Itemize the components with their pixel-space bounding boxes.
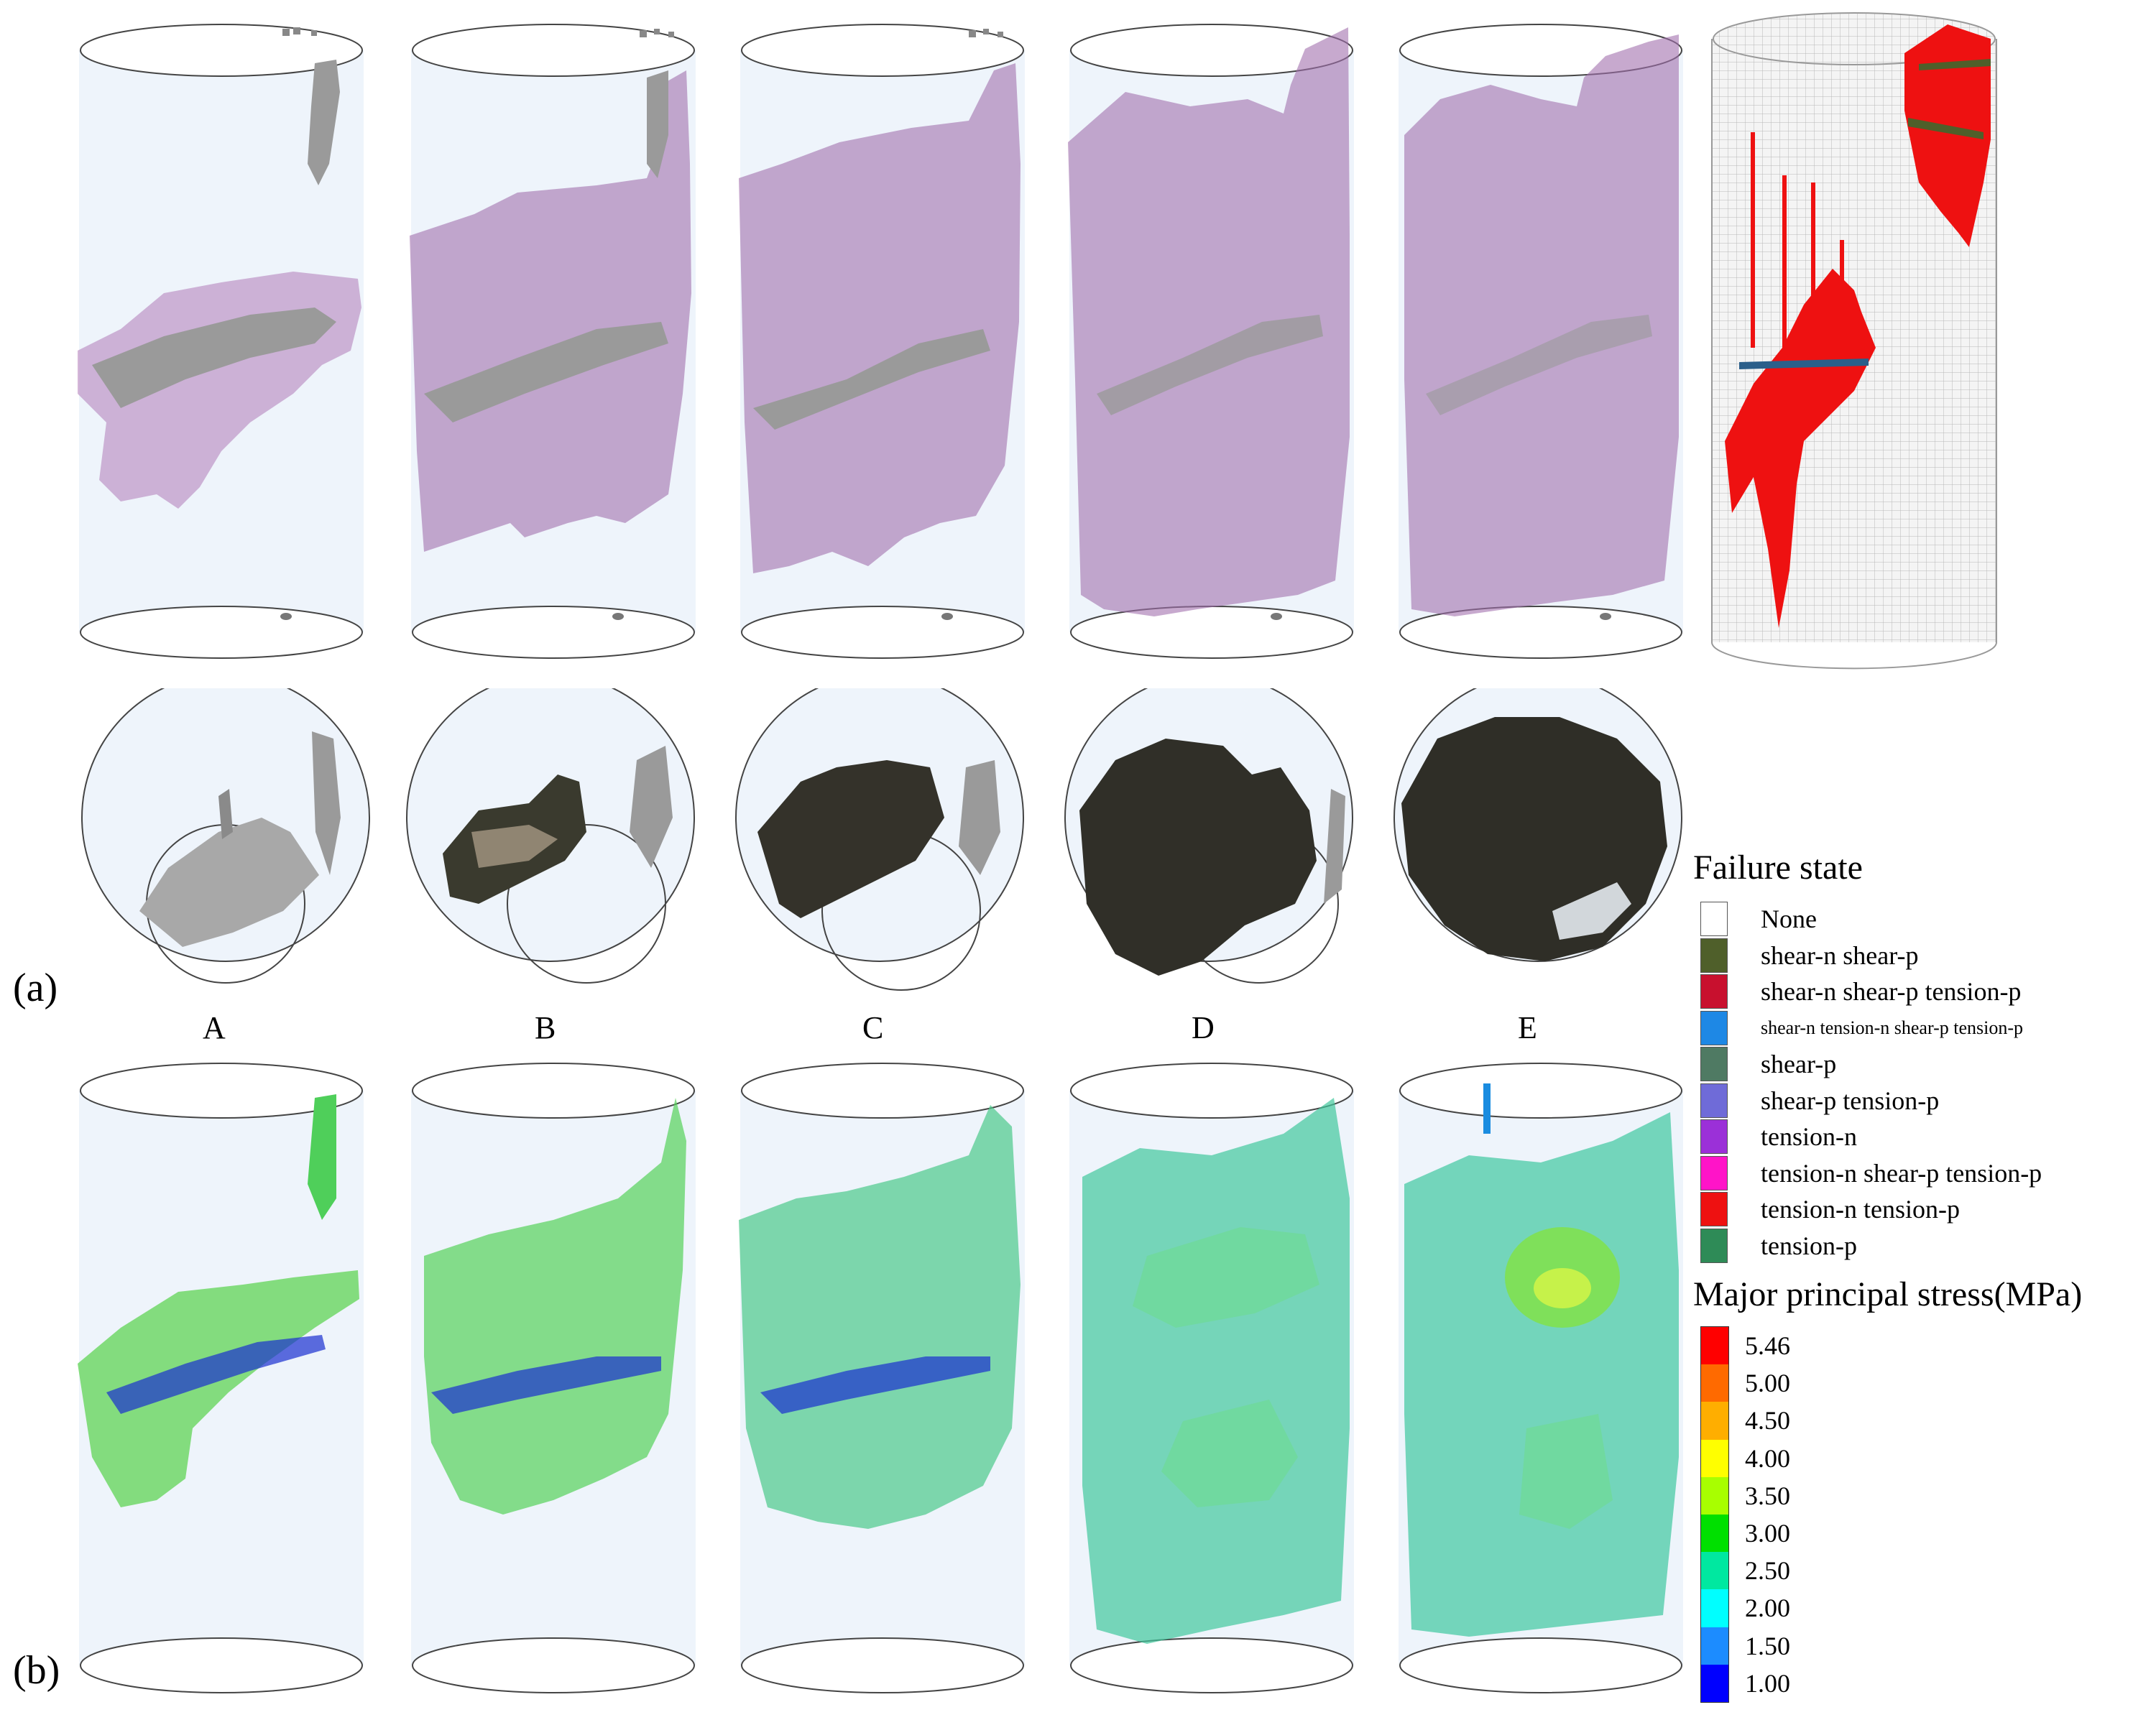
failure-legend-label: tension-n tension-p [1761,1195,1960,1224]
colorbar-segment [1701,1439,1728,1477]
failure-legend-label: shear-p [1761,1050,1837,1078]
stress-tick-label: 1.00 [1745,1668,1790,1698]
legend-swatch [1700,1083,1728,1118]
colorbar-segment [1701,1627,1728,1665]
failure-legend-item: tension-n tension-p [1700,1191,1960,1227]
failure-legend-label: shear-p tension-p [1761,1086,1940,1115]
column-label-b: B [535,1010,557,1045]
failure-legend-item: None [1700,901,1817,937]
failure-legend-title: Failure state [1693,849,1863,887]
column-label-c: C [862,1010,885,1045]
stress-cylinder-c [739,1063,1025,1693]
stress-colorbar [1700,1326,1729,1703]
stress-cylinder-e [1399,1063,1683,1693]
failure-legend-item: tension-n [1700,1119,1857,1155]
column-label-d: D [1192,1010,1215,1045]
failure-cylinder-b [410,24,696,659]
legend-swatch [1700,1228,1728,1263]
colorbar-segment [1701,1402,1728,1440]
failure-legend-item: tension-n shear-p tension-p [1700,1155,2042,1191]
failure-cylinder-c [739,24,1025,659]
stress-legend: Major principal stress(MPa) 5.46 5.00 4.50… [1693,1275,2153,1713]
stress-cylinder-b [411,1063,696,1693]
column-label-e: E [1518,1010,1538,1045]
topview-c [735,688,1024,991]
stress-tick-label: 4.50 [1745,1406,1790,1435]
colorbar-segment [1701,1552,1728,1590]
failure-cylinder-d [1068,24,1354,659]
legend-swatch [1700,938,1728,973]
failure-legend-item: shear-p tension-p [1700,1083,1939,1119]
failure-legend-label: None [1761,905,1817,933]
stress-tick-label: 3.50 [1745,1481,1790,1510]
failure-legend-item: shear-n shear-p [1700,938,1918,974]
panel-label-a: (a) [13,966,58,1010]
failure-cylinder-a [78,24,364,659]
failure-cylinder-e [1399,24,1683,659]
topview-b [406,688,695,984]
failure-legend-label: shear-n shear-p tension-p [1761,977,2022,1006]
colorbar-segment [1701,1589,1728,1627]
legend-swatch [1700,1119,1728,1154]
colorbar-segment [1701,1327,1728,1365]
colorbar-segment [1701,1364,1728,1402]
reference-grid-cylinder [1711,12,1997,670]
column-label-a: A [203,1010,226,1045]
failure-legend-item: tension-p [1700,1228,1857,1264]
failure-legend-label: tension-n shear-p tension-p [1761,1158,2042,1188]
failure-legend-label: shear-n tension-n shear-p tension-p [1761,1017,2024,1038]
legend-swatch [1700,974,1728,1009]
failure-legend-label: tension-p [1761,1231,1857,1260]
panel-label-b: (b) [13,1648,60,1693]
failure-legend-label: shear-n shear-p [1761,940,1919,970]
legend-swatch [1700,1155,1728,1190]
legend-swatch [1700,902,1728,936]
failure-legend-item: shear-p [1700,1046,1836,1082]
stress-tick-label: 4.00 [1745,1443,1790,1473]
stress-legend-title: Major principal stress(MPa) [1693,1275,2083,1313]
stress-cylinder-d [1069,1063,1354,1693]
colorbar-segment [1701,1476,1728,1515]
stress-tick-label: 2.50 [1745,1556,1790,1586]
stress-tick-label: 3.00 [1745,1519,1790,1548]
failure-legend-item: shear-n shear-p tension-p [1700,974,2021,1009]
legend-swatch [1700,1047,1728,1081]
failure-state-legend: Failure state None shear-n shear-p shear-n… [1693,848,2153,1264]
stress-tick-label: 5.00 [1745,1369,1790,1398]
stress-cylinder-a [78,1063,364,1693]
stress-tick-label: 2.00 [1745,1594,1790,1623]
topview-d [1064,688,1353,984]
stress-tick-label: 5.46 [1745,1331,1790,1360]
failure-legend-label: tension-n [1761,1122,1857,1151]
topview-a [81,688,370,984]
legend-swatch [1700,1010,1728,1045]
stress-tick-label: 1.50 [1745,1631,1790,1660]
failure-legend-item: shear-n tension-n shear-p tension-p [1700,1010,2023,1046]
colorbar-segment [1701,1664,1728,1702]
topview-e [1393,688,1682,962]
legend-swatch [1700,1192,1728,1226]
colorbar-segment [1701,1514,1728,1553]
